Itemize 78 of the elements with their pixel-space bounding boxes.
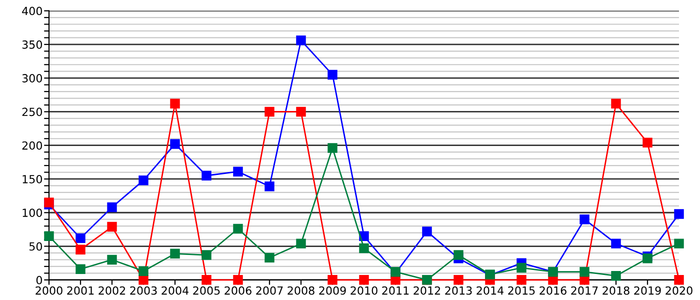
x-tick-label: 2005 [193, 286, 220, 295]
point [264, 106, 274, 117]
x-tick-label: 2013 [445, 286, 472, 295]
point [264, 182, 274, 192]
x-tick-label: 2012 [414, 286, 440, 295]
x-tick-label: 2006 [224, 286, 252, 295]
point [674, 275, 684, 285]
x-tick-label: 2015 [508, 286, 535, 295]
y-tick-label: 0 [36, 276, 42, 284]
y-tick-label: 350 [22, 40, 42, 49]
point [170, 248, 180, 259]
point [611, 271, 621, 281]
point [233, 224, 243, 234]
point [76, 233, 86, 244]
point [580, 266, 590, 277]
point [138, 175, 148, 186]
point [454, 275, 464, 285]
x-tick-label: 2009 [319, 286, 346, 295]
point [611, 238, 621, 248]
point [233, 275, 243, 285]
point [44, 231, 54, 242]
y-tick-label: 250 [22, 108, 42, 116]
point [674, 238, 684, 248]
x-tick-label: 2003 [130, 286, 157, 295]
point [296, 106, 306, 117]
x-tick-label: 2002 [98, 286, 126, 295]
point [170, 139, 180, 149]
point [202, 250, 212, 260]
x-tick-label: 2010 [350, 286, 378, 295]
point [390, 275, 400, 285]
point [76, 244, 86, 254]
point [107, 254, 117, 265]
point [296, 36, 306, 46]
y-tick-label: 400 [22, 6, 42, 16]
point [328, 143, 338, 153]
x-tick-label: 2017 [571, 286, 598, 295]
point [454, 250, 464, 260]
y-tick-label: 150 [22, 174, 42, 184]
y-tick-label: 200 [22, 141, 42, 150]
point [580, 214, 590, 224]
x-tick-label: 2014 [476, 286, 504, 295]
point [516, 262, 526, 273]
point [328, 275, 338, 285]
point [580, 275, 590, 285]
point [202, 275, 212, 285]
point [107, 222, 117, 232]
point [264, 252, 274, 263]
point [138, 266, 148, 276]
x-tick-label: 2016 [540, 286, 566, 295]
x-tick-label: 2020 [666, 286, 692, 295]
point [359, 275, 369, 285]
y-tick-label: 50 [29, 242, 42, 251]
x-tick-label: 2018 [602, 286, 630, 295]
point [359, 243, 369, 254]
point [674, 209, 684, 219]
point [76, 264, 86, 274]
point [296, 238, 306, 248]
point [516, 275, 526, 285]
x-tick-label: 2008 [288, 286, 314, 295]
point [107, 202, 117, 212]
point [548, 275, 558, 285]
point [202, 170, 212, 180]
point [642, 138, 652, 148]
point [328, 70, 338, 80]
x-tick-label: 2011 [382, 286, 409, 295]
x-tick-label: 2004 [162, 286, 189, 295]
x-tick-label: 2001 [67, 286, 94, 295]
point [233, 166, 243, 176]
x-tick-label: 2007 [256, 286, 283, 295]
point [359, 231, 369, 242]
y-tick-label: 100 [22, 208, 42, 218]
point [170, 98, 180, 108]
point [422, 226, 432, 236]
point [138, 275, 148, 285]
x-tick-label: 2019 [634, 286, 661, 295]
y-tick-label: 300 [22, 74, 42, 82]
point [611, 98, 621, 108]
x-tick-label: 2000 [36, 286, 62, 295]
